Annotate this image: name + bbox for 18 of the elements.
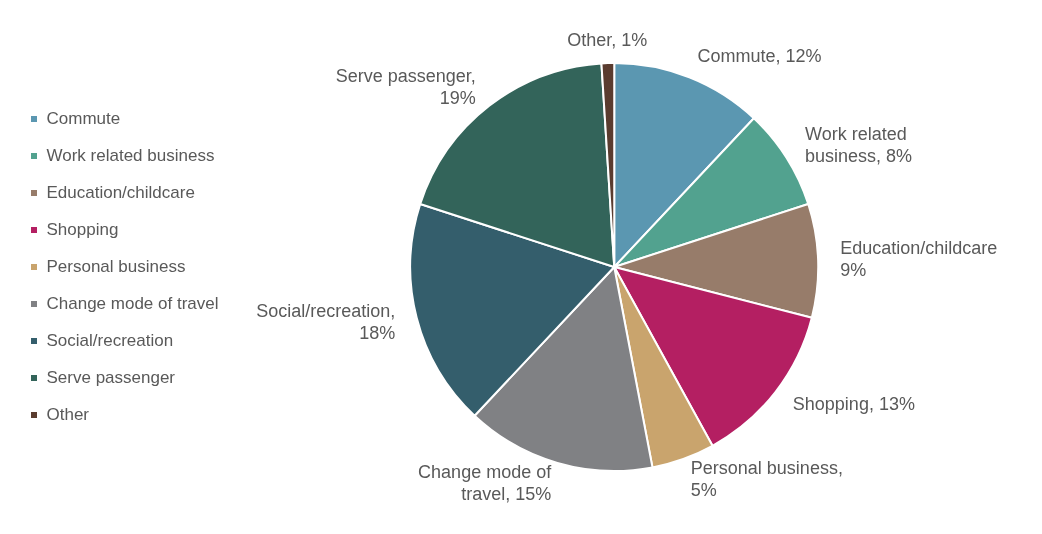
legend-label: Personal business xyxy=(46,256,186,276)
data-label: Other, 1% xyxy=(567,30,648,51)
data-label: Work related business, 8% xyxy=(805,123,913,166)
legend-label: Serve passenger xyxy=(46,367,176,387)
legend-label: Work related business xyxy=(46,145,215,165)
data-label: Education/childcare 9% xyxy=(840,237,998,280)
legend-label: Shopping xyxy=(46,219,119,239)
data-label: Serve passenger, 19% xyxy=(335,66,476,109)
legend-label: Social/recreation xyxy=(46,330,174,350)
data-label: Commute, 12% xyxy=(697,45,822,66)
data-label: Personal business, 5% xyxy=(690,457,843,500)
legend-label: Commute xyxy=(46,108,121,128)
legend-label: Change mode of travel xyxy=(46,293,219,313)
legend-label: Other xyxy=(46,404,90,424)
data-label: Social/recreation, 18% xyxy=(256,301,396,344)
data-label: Shopping, 13% xyxy=(792,394,915,415)
data-label: Change mode of travel, 15% xyxy=(418,462,553,504)
legend-label: Education/childcare xyxy=(46,182,195,202)
